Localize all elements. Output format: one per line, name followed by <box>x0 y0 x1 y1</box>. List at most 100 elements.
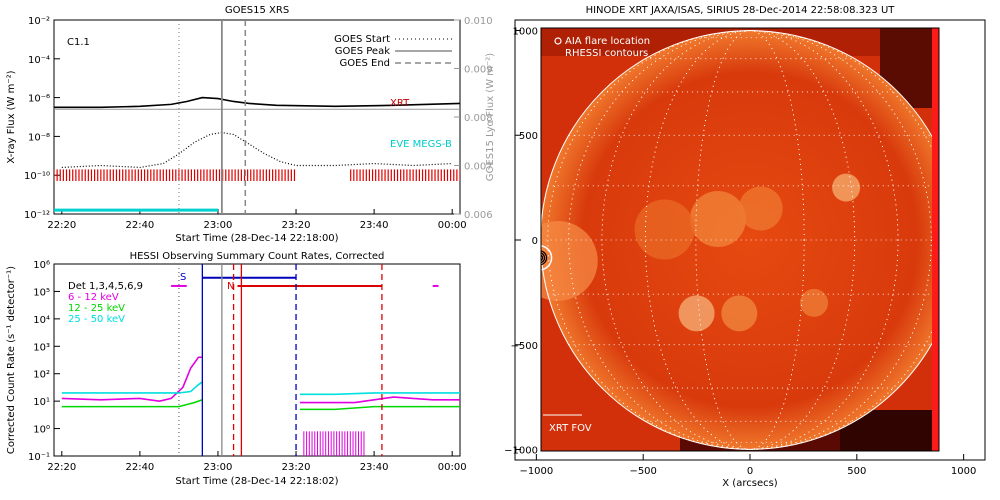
goes-y-tick-label: 10⁻² <box>28 16 50 27</box>
goes-y2-axis: 0.010 0.009 0.008 0.007 0.006 <box>454 16 493 221</box>
hessi-series-25-50keV <box>61 381 203 394</box>
active-region <box>738 186 783 231</box>
goes-long-series <box>54 96 460 109</box>
hessi-x-tick-label: 23:40 <box>360 462 389 473</box>
xrt-title: HINODE XRT JAXA/ISAS, SIRIUS 28-Dec-2014… <box>586 5 896 16</box>
goes-y2-tick-label: 0.008 <box>464 113 493 124</box>
goes-y-tick-label: 10⁻⁴ <box>28 55 50 66</box>
xrt-plot-frame <box>540 27 940 452</box>
hessi-series-25-50keV <box>299 392 460 396</box>
legend-aia: AIA flare location <box>565 36 650 47</box>
hessi-flag-n: N <box>227 281 234 292</box>
hessi-x-tick-label: 00:00 <box>438 462 467 473</box>
longitude-line <box>601 30 899 450</box>
xrt-x-tick-label: 500 <box>847 466 866 477</box>
hessi-y-tick-label: 10¹ <box>33 397 50 408</box>
xrt-image <box>541 28 939 451</box>
goes-x-tick-label: 23:00 <box>204 220 233 231</box>
rhessi-contour <box>541 250 548 266</box>
hessi-y-tick-label: 10⁰ <box>33 425 50 436</box>
goes-x-tick-label: 22:20 <box>47 220 76 231</box>
hessi-flag-s: S <box>180 272 186 283</box>
hessi-x-tick-label: 23:20 <box>282 462 311 473</box>
rhessi-contour <box>541 254 544 262</box>
hessi-series-12-25keV <box>299 405 460 411</box>
hessi-x-tick-label: 22:20 <box>47 462 76 473</box>
flare-contours <box>541 245 553 271</box>
active-region <box>832 173 861 202</box>
hessi-y-tick-label: 10⁻¹ <box>28 452 50 463</box>
hessi-y-tick-label: 10² <box>33 370 50 381</box>
xrt-x-tick-label: 1000 <box>951 466 976 477</box>
hessi-series-6-12keV <box>61 356 203 402</box>
goes-y-tick-label: 10⁻¹⁰ <box>24 171 50 182</box>
hessi-title: HESSI Observing Summary Count Rates, Cor… <box>130 251 385 262</box>
hessi-legend: Det 1,3,4,5,6,9 6 - 12 keV 12 - 25 keV 2… <box>68 281 143 325</box>
hessi-y-axis: 10⁶ 10⁵ 10⁴ 10³ 10² 10¹ 10⁰ 10⁻¹ <box>28 260 60 463</box>
eve-series-label: EVE MEGS-B <box>390 139 452 150</box>
active-regions <box>541 173 861 332</box>
goes-short-series <box>61 131 453 169</box>
legend-goes-start: GOES Start <box>334 34 390 45</box>
xrt-y-tick-label: 500 <box>519 131 538 142</box>
hessi-x-tick-label: 22:40 <box>125 462 154 473</box>
hessi-plot-frame <box>53 263 461 457</box>
solar-limb <box>541 30 939 450</box>
xrt-series-label: XRT <box>390 98 410 109</box>
goes-plot-frame <box>53 19 461 215</box>
legend-hessi-25-50: 25 - 50 keV <box>68 314 125 325</box>
aia-flare-marker-icon <box>554 37 562 45</box>
active-region <box>541 220 598 301</box>
goes-x-tick-label: 23:40 <box>360 220 389 231</box>
active-region <box>689 191 746 248</box>
goes-flare-class: C1.1 <box>67 37 90 48</box>
goes-ylabel: X-ray Flux (W m⁻²) <box>6 70 17 163</box>
hessi-y-tick-label: 10⁶ <box>33 260 50 271</box>
goes-legend: GOES Start GOES Peak GOES End <box>334 34 452 69</box>
active-region <box>678 295 715 332</box>
xrt-x-axis: −1000 −500 0 500 1000 <box>519 454 976 477</box>
goes-y2-tick-label: 0.006 <box>464 210 493 221</box>
goes-x-axis: 22:20 22:40 23:00 23:20 23:40 00:00 <box>47 209 467 231</box>
goes-y-tick-label: 10⁻¹² <box>24 210 50 221</box>
legend-hessi-6-12: 6 - 12 keV <box>68 292 119 303</box>
xrt-x-tick-label: −500 <box>629 466 656 477</box>
longitude-line <box>568 30 932 450</box>
hessi-y-tick-label: 10⁵ <box>33 287 50 298</box>
hessi-y-tick-label: 10⁴ <box>33 315 50 326</box>
rhessi-contour <box>541 252 546 264</box>
xrt-legend: AIA flare location RHESSI contours <box>554 36 650 59</box>
goes-xlabel: Start Time (28-Dec-14 22:18:00) <box>175 233 338 244</box>
hessi-xlabel: Start Time (28-Dec-14 22:18:02) <box>175 476 338 487</box>
hessi-x-tick-label: 23:00 <box>204 462 233 473</box>
xrt-y-tick-label: 1000 <box>513 26 538 37</box>
xrt-x-tick-label: 0 <box>747 466 753 477</box>
goes-x-tick-label: 00:00 <box>438 220 467 231</box>
legend-hessi-det: Det 1,3,4,5,6,9 <box>68 281 143 292</box>
goes-y2-tick-label: 0.009 <box>464 65 493 76</box>
hessi-series-12-25keV <box>61 399 203 408</box>
goes-y2-tick-label: 0.007 <box>464 162 493 173</box>
active-region <box>634 199 695 260</box>
goes-x-tick-label: 22:40 <box>125 220 154 231</box>
xrt-y-tick-label: 0 <box>532 236 538 247</box>
legend-hessi-12-25: 12 - 25 keV <box>68 303 125 314</box>
xrt-y-tick-label: −1000 <box>504 446 538 457</box>
goes-y2label: GOES15 Lyα Flux (W m⁻²) <box>485 53 496 181</box>
hessi-y-tick-label: 10³ <box>33 342 50 353</box>
active-region <box>721 295 758 332</box>
xrt-fov-label: XRT FOV <box>549 423 592 434</box>
goes-y-tick-label: 10⁻⁸ <box>28 132 50 143</box>
goes-data <box>54 20 460 214</box>
xrt-xlabel: X (arcsecs) <box>722 478 778 489</box>
hessi-data <box>61 264 460 456</box>
legend-rhessi: RHESSI contours <box>565 48 648 59</box>
xrt-fov-edge <box>932 28 939 451</box>
hessi-ylabel: Corrected Count Rate (s⁻¹ detector⁻¹) <box>6 266 17 454</box>
xrt-y-axis: 1000 500 0 −500 −1000 <box>504 26 538 456</box>
hessi-x-axis: 22:20 22:40 23:00 23:20 23:40 00:00 <box>47 451 467 473</box>
xrt-x-tick-label: −1000 <box>519 466 553 477</box>
active-region <box>800 288 829 317</box>
goes-y-axis: 10⁻² 10⁻⁴ 10⁻⁶ 10⁻⁸ 10⁻¹⁰ 10⁻¹² <box>24 16 60 221</box>
